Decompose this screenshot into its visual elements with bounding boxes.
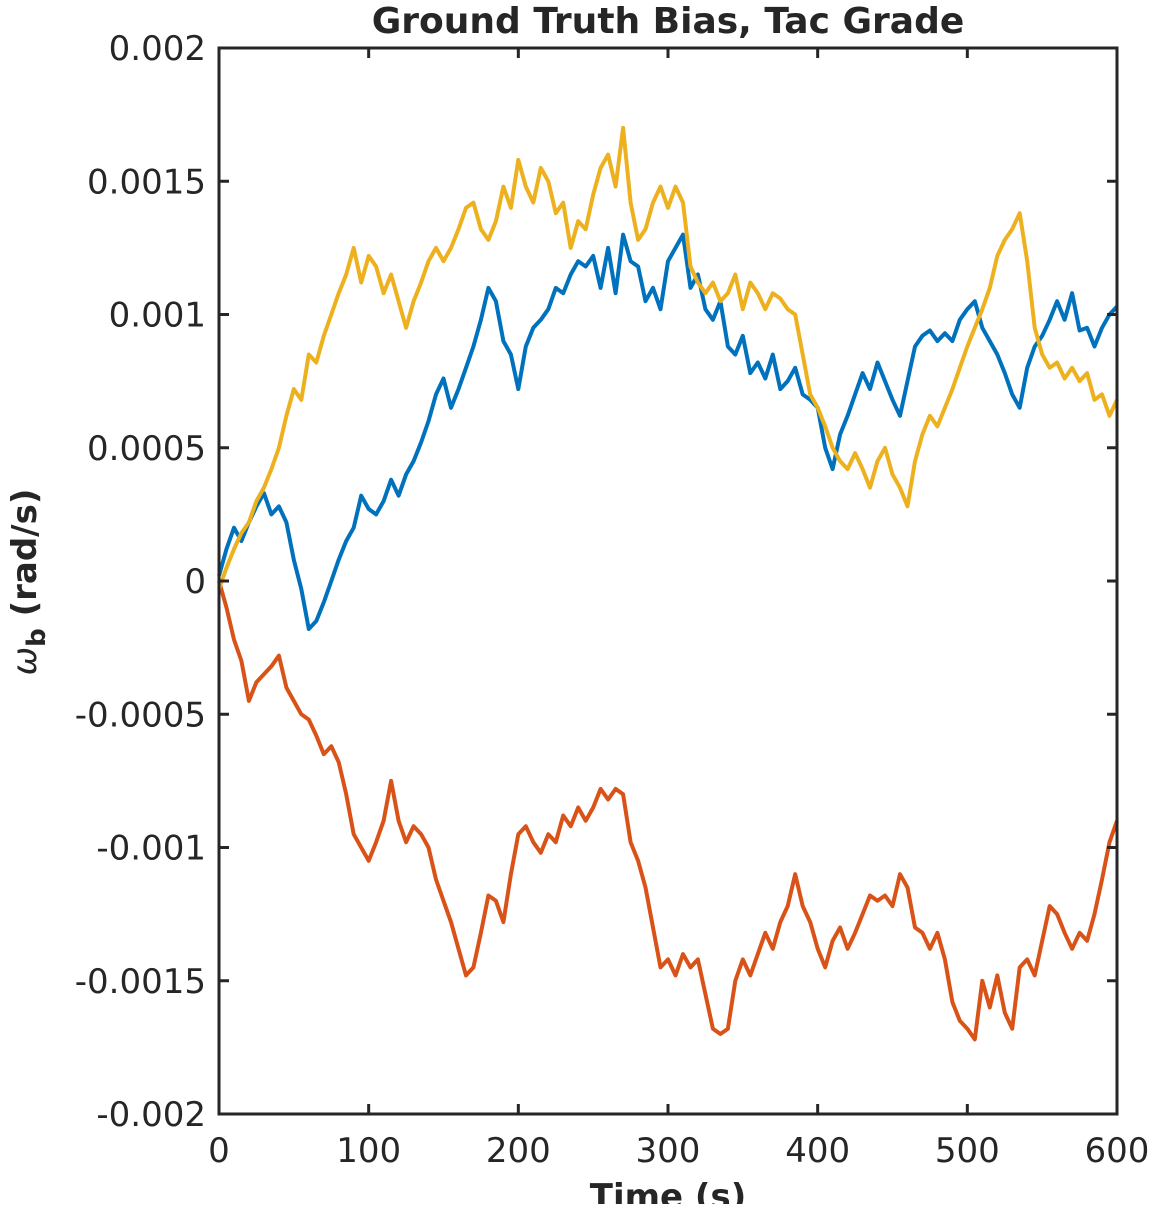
y-tick-label: -0.002 xyxy=(96,1095,206,1135)
y-axis-label-subscript: b xyxy=(22,628,52,647)
series-line-1 xyxy=(217,232,1119,631)
y-tick-label: 0.001 xyxy=(109,296,206,336)
y-tick-label: -0.0005 xyxy=(75,695,206,735)
plot-lines xyxy=(217,125,1119,1042)
x-tick-label: 500 xyxy=(935,1131,1000,1171)
y-axis-label-symbol: ω xyxy=(5,647,45,675)
x-tick-label: 600 xyxy=(1085,1131,1150,1171)
y-tick-label: -0.0015 xyxy=(75,962,206,1002)
y-axis-label-spacer xyxy=(5,616,45,628)
x-tick-label: 400 xyxy=(785,1131,850,1171)
series-line-2 xyxy=(217,580,1119,1042)
y-tick-label: 0 xyxy=(184,562,206,602)
chart-title: Ground Truth Bias, Tac Grade xyxy=(372,1,965,42)
x-tick-label: 0 xyxy=(208,1131,230,1171)
x-tick-label: 200 xyxy=(486,1131,551,1171)
x-axis-ticks: 0 100 200 300 400 500 600 xyxy=(208,48,1149,1171)
y-tick-label: 0.0015 xyxy=(87,162,206,202)
y-tick-label: 0.002 xyxy=(109,29,206,69)
x-tick-label: 300 xyxy=(636,1131,701,1171)
y-tick-label: 0.0005 xyxy=(87,429,206,469)
y-axis-label-unit: (rad/s) xyxy=(5,489,45,617)
x-axis-label: Time (s) xyxy=(590,1177,747,1204)
y-axis-ticks: -0.002 -0.0015 -0.001 -0.0005 0 0.0005 0.001 0.… xyxy=(75,29,1117,1135)
series-line-3 xyxy=(217,125,1119,590)
y-tick-label: -0.001 xyxy=(96,829,206,869)
y-axis-label: ωb (rad/s) xyxy=(5,489,52,676)
x-tick-label: 100 xyxy=(336,1131,401,1171)
